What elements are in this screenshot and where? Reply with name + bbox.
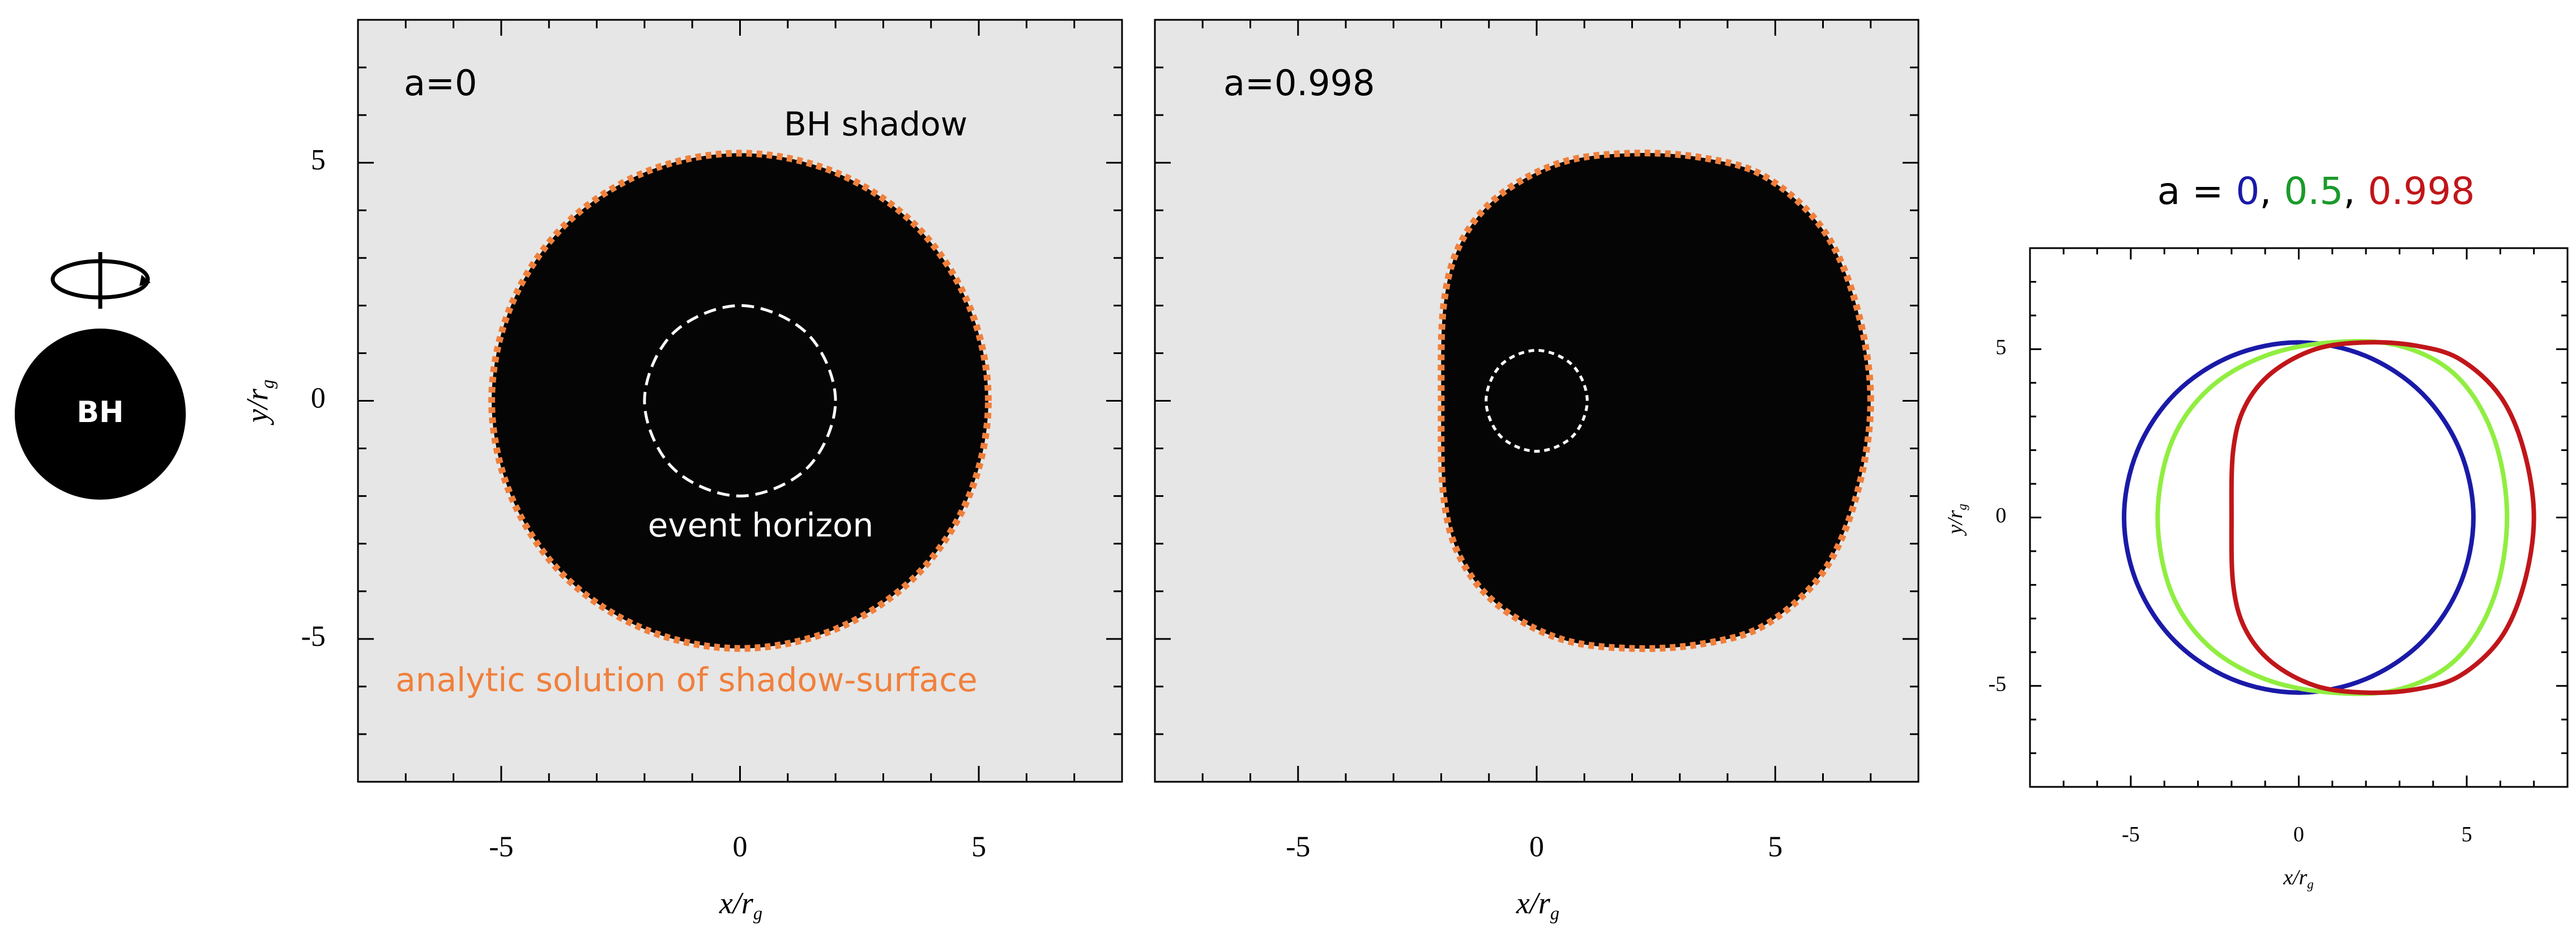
y-tick-label: 5 <box>1995 335 2006 359</box>
y-tick-label: 0 <box>311 382 326 414</box>
x-axis-label: x/rg <box>719 886 762 924</box>
annotation: a=0 <box>404 62 477 104</box>
annotation: event horizon <box>648 506 874 544</box>
axis-label-subscript: g <box>1955 504 1969 510</box>
annotation: a=0.998 <box>1223 62 1375 104</box>
x-tick-label: 5 <box>2462 823 2472 846</box>
y-tick-label: -5 <box>301 620 325 653</box>
x-tick-label: -5 <box>1286 831 1310 863</box>
bh-label: BH <box>76 395 123 429</box>
legend-entry: 0.5 <box>2284 169 2343 213</box>
legend-entry: 0 <box>2236 169 2259 213</box>
y-tick-label: 5 <box>311 144 326 176</box>
axis-label-subscript: g <box>753 904 762 925</box>
legend-entry: 0.998 <box>2368 169 2475 213</box>
plot-area <box>2030 248 2568 787</box>
legend-entry: , <box>2259 169 2271 213</box>
x-tick-label: 0 <box>733 831 748 863</box>
x-tick-label: -5 <box>489 831 513 863</box>
figure: BH -505-505x/rgy/rga=0BH shadowevent hor… <box>0 0 2576 937</box>
y-tick-label: -5 <box>1989 672 2007 696</box>
shadow <box>1441 153 1870 649</box>
annotation: analytic solution of shadow-surface <box>395 661 977 699</box>
legend-title: a =0,0.5,0.998 <box>2157 169 2475 213</box>
axis-label-text: y/r <box>240 388 274 425</box>
x-axis-label: x/rg <box>1516 886 1559 924</box>
y-axis-label: y/rg <box>1943 504 1969 536</box>
legend-label: a = <box>2157 169 2224 213</box>
legend-entry: , <box>2343 169 2355 213</box>
x-axis-label: x/rg <box>2283 866 2314 892</box>
y-tick-label: 0 <box>1995 504 2006 527</box>
x-tick-label: 5 <box>971 831 986 863</box>
x-tick-label: 0 <box>2293 823 2304 846</box>
shadow <box>492 153 988 648</box>
x-tick-label: 5 <box>1768 831 1782 863</box>
bh-icon: BH <box>15 252 186 500</box>
axis-label-text: x/r <box>1516 886 1551 920</box>
axis-label-subscript: g <box>258 380 279 389</box>
y-axis-label: y/rg <box>240 380 278 425</box>
annotation: BH shadow <box>784 105 967 143</box>
axis-label-text: x/r <box>2283 866 2307 889</box>
axis-label-subscript: g <box>2307 878 2313 892</box>
x-tick-label: 0 <box>1529 831 1544 863</box>
panel: -5 0 5 x/rg a=0.998 <box>1155 20 1918 925</box>
axis-label-text: y/r <box>1943 510 1967 536</box>
axis-label-subscript: g <box>1550 904 1559 925</box>
axis-label-text: x/r <box>719 886 754 920</box>
x-tick-label: -5 <box>2122 823 2140 846</box>
